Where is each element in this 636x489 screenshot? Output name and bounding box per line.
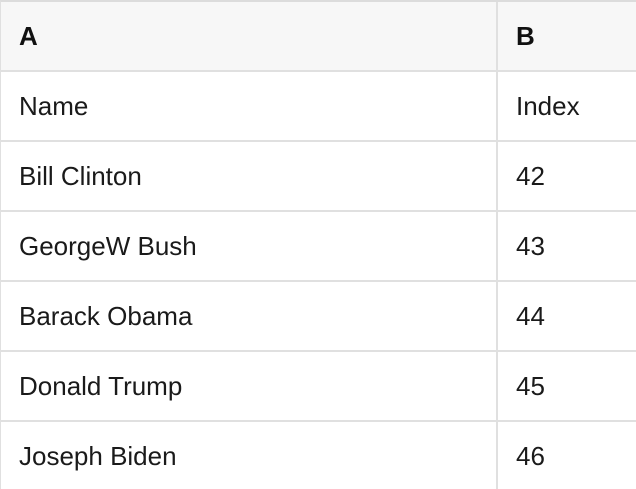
cell-b4[interactable]: 44 [496, 282, 636, 350]
column-header-row: A B [1, 2, 636, 72]
table-row-6: Joseph Biden 46 [1, 422, 636, 489]
cell-a6[interactable]: Joseph Biden [19, 440, 177, 471]
cell-a5[interactable]: Donald Trump [19, 370, 183, 401]
cell-b2[interactable]: 42 [496, 142, 636, 210]
table-row-1: Name Index [1, 72, 636, 142]
cell-b5[interactable]: 45 [496, 352, 636, 420]
column-header-a[interactable]: A [19, 20, 38, 51]
cell-b1[interactable]: Index [496, 72, 636, 140]
cell-a3[interactable]: GeorgeW Bush [19, 230, 197, 261]
cell-b6[interactable]: 46 [496, 422, 636, 489]
table-row-3: GeorgeW Bush 43 [1, 212, 636, 282]
cell-a4[interactable]: Barack Obama [19, 300, 193, 331]
table-row-2: Bill Clinton 42 [1, 142, 636, 212]
cell-a1[interactable]: Name [19, 90, 89, 121]
column-header-b[interactable]: B [496, 2, 636, 70]
cell-b3[interactable]: 43 [496, 212, 636, 280]
table-row-5: Donald Trump 45 [1, 352, 636, 422]
table-row-4: Barack Obama 44 [1, 282, 636, 352]
cell-a2[interactable]: Bill Clinton [19, 160, 142, 191]
